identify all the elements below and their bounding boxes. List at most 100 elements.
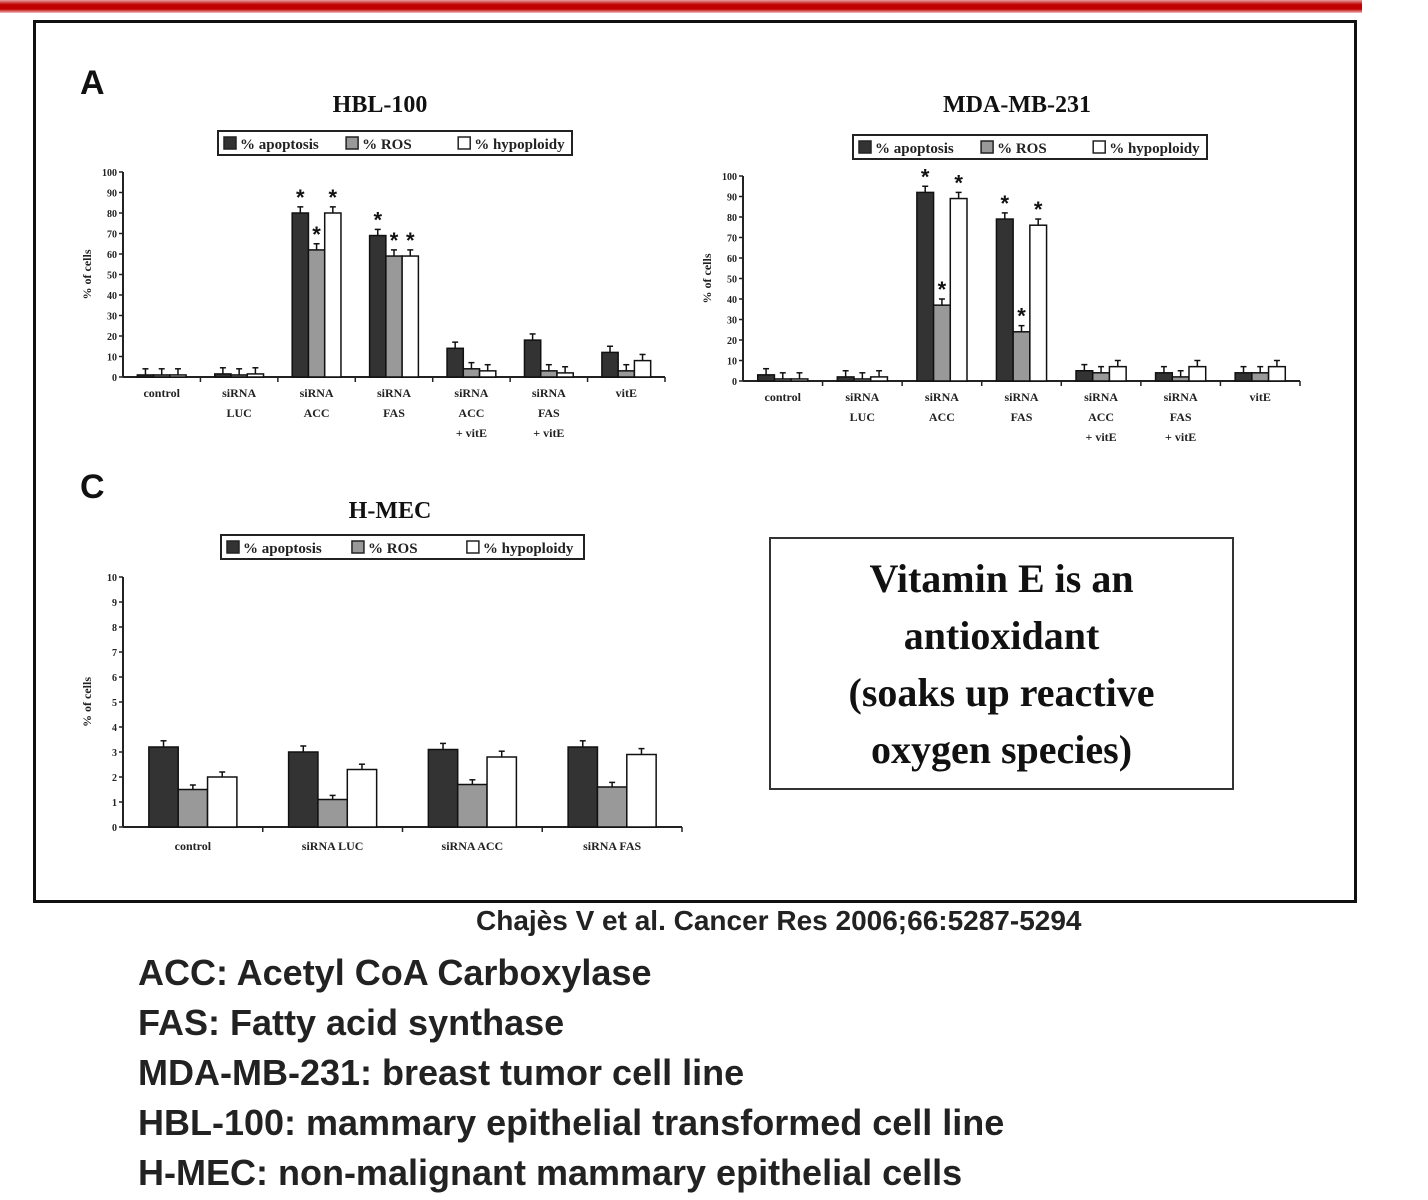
y-axis-label: % of cells: [700, 253, 714, 303]
legend-swatch: [466, 540, 480, 554]
bar-hypoploidy: [949, 197, 968, 382]
bar-hypoploidy: [246, 373, 265, 378]
bar-apoptosis: [136, 374, 155, 378]
y-tick-label: 5: [112, 698, 117, 709]
y-tick-label: 100: [722, 172, 737, 183]
x-tick-label: FAS: [1170, 410, 1192, 424]
bar-apoptosis: [446, 347, 465, 378]
bar-ros: [932, 304, 952, 382]
significance-star: *: [390, 228, 399, 253]
bar-ros: [773, 378, 792, 382]
bar-ros: [177, 788, 209, 828]
y-tick-label: 20: [107, 332, 117, 343]
note-line: Vitamin E is an: [869, 555, 1134, 601]
legend-label: % hypoploidy: [474, 137, 565, 153]
x-tick-label: siRNA ACC: [442, 839, 504, 853]
note-line: (soaks up reactive: [848, 669, 1155, 715]
bar-ros: [539, 370, 558, 378]
chart-title: H-MEC: [349, 498, 432, 524]
bar-ros: [385, 255, 403, 378]
bar-apoptosis: [214, 373, 232, 378]
bar-apoptosis: [148, 746, 179, 828]
x-tick-label: control: [143, 386, 180, 400]
bar-apoptosis: [1154, 372, 1174, 382]
legend-label: % hypoploidy: [1109, 141, 1200, 157]
x-tick-label: vitE: [1250, 390, 1271, 404]
y-tick-label: 30: [107, 312, 117, 323]
bar-apoptosis: [916, 191, 935, 382]
bar-apoptosis: [995, 218, 1014, 382]
y-tick-label: 30: [727, 316, 737, 327]
significance-star: *: [373, 207, 382, 232]
x-tick-label: LUC: [226, 406, 251, 420]
x-tick-label: siRNA LUC: [302, 839, 364, 853]
bar-ros: [456, 783, 488, 828]
x-tick-label: control: [175, 839, 212, 853]
y-tick-label: 6: [112, 673, 117, 684]
definition-item: H-MEC: non-malignant mammary epithelial …: [138, 1152, 963, 1193]
chart-mda-mb-231: MDA-MB-231 % apoptosis % ROS % hypoploidy 0 1…: [700, 92, 1301, 444]
y-tick-label: 70: [107, 230, 117, 241]
bar-hypoploidy: [323, 212, 342, 378]
y-tick-label: 0: [112, 373, 117, 384]
y-tick-label: 20: [727, 336, 737, 347]
header-red-rule: [0, 0, 1362, 13]
legend-swatch: [457, 136, 471, 150]
bar-apoptosis: [291, 212, 310, 378]
bar-apoptosis: [427, 748, 459, 828]
y-tick-label: 8: [112, 623, 117, 634]
x-tick-label: siRNA: [845, 390, 879, 404]
chart-title: HBL-100: [333, 92, 428, 118]
bar-apoptosis: [523, 339, 542, 378]
legend-box: [220, 534, 585, 560]
bar-hypoploidy: [1029, 224, 1048, 382]
y-tick-label: 10: [727, 357, 737, 368]
legend-swatch: [223, 136, 237, 150]
x-tick-label: siRNA: [377, 386, 411, 400]
chart-h-mec: H-MEC % apoptosis % ROS % hypoploidy 0 1 2 3 4 5 6…: [80, 498, 683, 853]
legend-swatch: [858, 140, 872, 154]
y-tick-label: 40: [727, 295, 737, 306]
legend-box: [217, 130, 573, 156]
definitions-list: ACC: Acetyl CoA Carboxylase FAS: Fatty a…: [138, 948, 1004, 1198]
significance-star: *: [329, 185, 338, 210]
bar-ros: [617, 370, 636, 378]
y-tick-label: 3: [112, 748, 117, 759]
x-tick-label: + vitE: [533, 426, 564, 440]
y-tick-label: 0: [732, 377, 737, 388]
legend-label: % ROS: [368, 541, 418, 557]
bar-apoptosis: [601, 351, 619, 378]
bar-apoptosis: [368, 234, 387, 378]
y-tick-label: 60: [727, 254, 737, 265]
bar-ros: [1171, 376, 1190, 382]
y-tick-label: 50: [727, 275, 737, 286]
y-tick-label: 80: [727, 213, 737, 224]
bar-ros: [307, 249, 326, 378]
bar-hypoploidy: [1267, 365, 1287, 382]
x-tick-label: siRNA: [300, 386, 334, 400]
bar-ros: [230, 374, 249, 378]
y-axis-label: % of cells: [80, 677, 94, 727]
y-tick-label: 80: [107, 209, 117, 220]
x-tick-label: siRNA: [1084, 390, 1118, 404]
y-tick-label: 2: [112, 773, 117, 784]
bar-ros: [1091, 372, 1111, 382]
y-tick-label: 7: [112, 648, 117, 659]
x-tick-label: siRNA: [532, 386, 566, 400]
legend-swatch: [345, 136, 359, 150]
bar-ros: [317, 798, 349, 828]
legend-label: % hypoploidy: [483, 541, 574, 557]
x-tick-label: siRNA: [222, 386, 256, 400]
bar-hypoploidy: [790, 378, 809, 382]
panel-label-a: A: [80, 64, 105, 102]
figure-frame: [33, 20, 1357, 903]
y-tick-label: 10: [107, 353, 117, 364]
bar-apoptosis: [287, 751, 319, 828]
y-tick-label: 10: [107, 573, 117, 584]
bar-ros: [853, 378, 872, 382]
definition-item: HBL-100: mammary epithelial transformed …: [138, 1102, 1005, 1143]
x-tick-label: ACC: [304, 406, 330, 420]
y-tick-label: 0: [112, 823, 117, 834]
y-axis-label: % of cells: [80, 249, 94, 299]
